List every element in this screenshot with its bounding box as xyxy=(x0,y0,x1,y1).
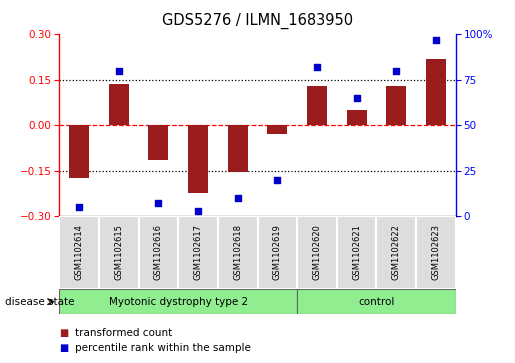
Bar xyxy=(426,59,446,125)
Bar xyxy=(188,125,208,193)
Point xyxy=(75,204,83,210)
Text: percentile rank within the sample: percentile rank within the sample xyxy=(75,343,251,354)
Text: transformed count: transformed count xyxy=(75,328,172,338)
FancyBboxPatch shape xyxy=(297,289,456,314)
Bar xyxy=(386,86,406,125)
FancyBboxPatch shape xyxy=(99,216,139,289)
Text: control: control xyxy=(358,297,394,307)
Text: ■: ■ xyxy=(59,343,68,354)
Text: GSM1102623: GSM1102623 xyxy=(432,224,440,280)
FancyBboxPatch shape xyxy=(139,216,178,289)
Text: GSM1102621: GSM1102621 xyxy=(352,224,361,280)
Text: GSM1102619: GSM1102619 xyxy=(273,224,282,280)
Point xyxy=(233,195,242,201)
Text: GSM1102620: GSM1102620 xyxy=(313,224,321,280)
FancyBboxPatch shape xyxy=(416,216,456,289)
Bar xyxy=(228,125,248,172)
Text: GSM1102615: GSM1102615 xyxy=(114,224,123,280)
Point xyxy=(154,200,162,206)
Bar xyxy=(347,110,367,125)
Text: GSM1102617: GSM1102617 xyxy=(194,224,202,280)
Text: GSM1102616: GSM1102616 xyxy=(154,224,163,280)
Point xyxy=(114,68,123,74)
FancyBboxPatch shape xyxy=(218,216,258,289)
FancyBboxPatch shape xyxy=(258,216,297,289)
Text: GSM1102622: GSM1102622 xyxy=(392,224,401,280)
Text: Myotonic dystrophy type 2: Myotonic dystrophy type 2 xyxy=(109,297,248,307)
Point xyxy=(313,64,321,70)
Point xyxy=(432,37,440,43)
Point xyxy=(392,68,401,74)
FancyBboxPatch shape xyxy=(376,216,416,289)
Text: ■: ■ xyxy=(59,328,68,338)
Bar xyxy=(148,125,168,160)
FancyBboxPatch shape xyxy=(59,216,99,289)
Point xyxy=(352,95,360,101)
Text: GSM1102618: GSM1102618 xyxy=(233,224,242,280)
Text: disease state: disease state xyxy=(5,297,75,307)
Text: GSM1102614: GSM1102614 xyxy=(75,224,83,280)
FancyBboxPatch shape xyxy=(178,216,218,289)
Bar xyxy=(307,86,327,125)
Bar xyxy=(69,125,89,178)
FancyBboxPatch shape xyxy=(337,216,376,289)
FancyBboxPatch shape xyxy=(59,289,297,314)
Point xyxy=(194,208,202,213)
Point xyxy=(273,177,281,183)
FancyBboxPatch shape xyxy=(297,216,337,289)
Bar xyxy=(109,85,129,125)
Bar xyxy=(267,125,287,134)
Text: GDS5276 / ILMN_1683950: GDS5276 / ILMN_1683950 xyxy=(162,13,353,29)
